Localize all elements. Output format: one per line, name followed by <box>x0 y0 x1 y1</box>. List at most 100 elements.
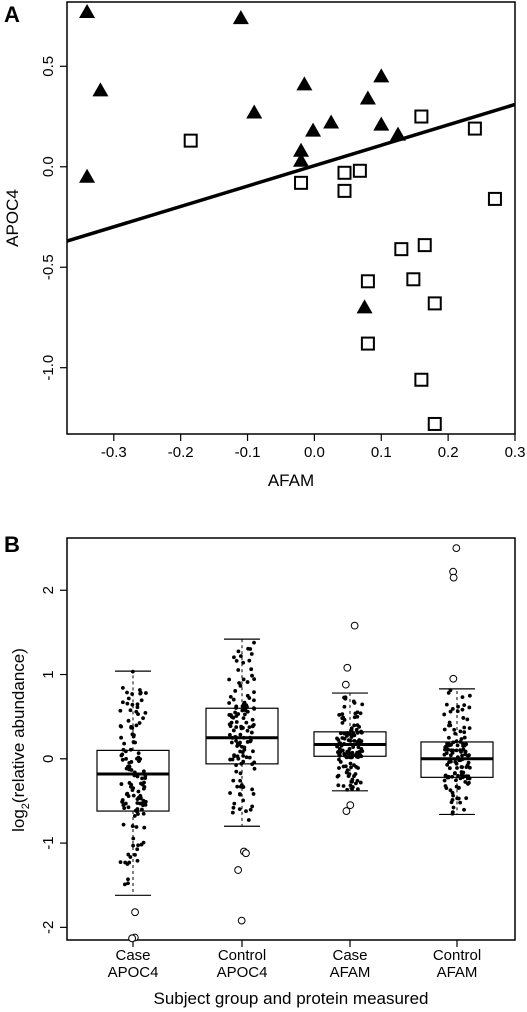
x-tick-label: APOC4 <box>217 964 268 981</box>
jitter-point <box>467 705 472 710</box>
jitter-point <box>119 735 124 740</box>
jitter-point <box>467 753 471 758</box>
jitter-point <box>234 658 239 663</box>
jitter-point <box>238 792 242 797</box>
jitter-point <box>243 712 247 717</box>
jitter-point <box>238 654 243 659</box>
jitter-point <box>234 739 238 743</box>
jitter-point <box>448 723 453 728</box>
jitter-point <box>135 807 140 811</box>
jitter-point <box>228 694 233 699</box>
jitter-point <box>245 680 250 684</box>
jitter-point <box>450 707 455 711</box>
jitter-point <box>456 786 461 790</box>
jitter-point <box>237 807 242 812</box>
jitter-point <box>454 761 459 766</box>
jitter-point <box>241 754 246 758</box>
jitter-point <box>140 776 144 781</box>
jitter-point <box>121 822 126 827</box>
jitter-point <box>449 748 454 753</box>
jitter-point <box>131 836 136 841</box>
triangle-point <box>293 142 310 157</box>
square-point <box>427 296 442 311</box>
x-tick-label: AFAM <box>330 964 371 981</box>
jitter-point <box>227 701 232 705</box>
jitter-point <box>250 673 254 678</box>
panel-b-frame <box>66 537 516 941</box>
outlier-point <box>237 916 246 925</box>
square-point <box>337 183 352 198</box>
jitter-point <box>442 778 447 783</box>
jitter-point <box>456 796 461 801</box>
jitter-point <box>248 738 253 743</box>
jitter-point <box>355 714 360 719</box>
jitter-point <box>249 667 254 672</box>
jitter-point <box>446 735 451 740</box>
jitter-point <box>462 730 467 735</box>
panel-a-label: A <box>4 2 20 27</box>
outlier-point <box>234 866 243 874</box>
jitter-point <box>237 681 242 685</box>
triangle-point <box>305 122 322 137</box>
jitter-point <box>465 717 470 722</box>
outlier-point <box>343 663 352 672</box>
outlier-point <box>341 680 350 689</box>
jitter-point <box>353 711 358 716</box>
jitter-point <box>462 703 467 708</box>
jitter-point <box>351 745 355 749</box>
triangle-point <box>359 90 376 105</box>
jitter-point <box>141 716 145 721</box>
jitter-point <box>124 792 129 797</box>
jitter-point <box>451 793 456 798</box>
square-point <box>337 165 352 180</box>
jitter-point <box>460 695 465 699</box>
jitter-point <box>135 702 140 707</box>
jitter-point <box>336 783 341 788</box>
box-iqr <box>96 749 170 812</box>
jitter-point <box>136 843 140 848</box>
x-tick-label: -0.3 <box>101 444 127 461</box>
box-iqr <box>205 707 279 765</box>
x-tick-label: Case <box>332 947 367 964</box>
jitter-point <box>451 805 456 810</box>
panel-a-x-label: AFAM <box>268 471 314 490</box>
jitter-point <box>136 789 141 794</box>
jitter-point <box>232 801 237 806</box>
jitter-point <box>463 749 468 754</box>
y-tick-label: -0.5 <box>40 254 57 280</box>
x-tick-label: 0.1 <box>371 444 392 461</box>
jitter-point <box>347 746 352 751</box>
panel-a-x-axis: -0.3 -0.2 -0.1 0.0 0.1 0.2 0.3 <box>101 434 525 461</box>
jitter-point <box>130 824 135 828</box>
jitter-point <box>141 769 146 774</box>
square-point <box>294 175 309 190</box>
x-tick-label: 0.2 <box>438 444 459 461</box>
jitter-point <box>132 814 137 818</box>
y-tick-label: 0.0 <box>40 156 57 177</box>
jitter-point <box>126 696 131 701</box>
jitter-point <box>250 724 255 729</box>
jitter-point <box>240 708 245 713</box>
jitter-point <box>131 734 136 739</box>
triangle-point <box>79 168 96 183</box>
jitter-point <box>452 727 457 732</box>
jitter-point <box>342 695 347 700</box>
jitter-point <box>235 784 240 789</box>
jitter-point <box>250 717 255 722</box>
jitter-point <box>337 747 342 752</box>
jitter-point <box>342 717 347 722</box>
jitter-point <box>241 759 246 764</box>
jitter-point <box>458 748 463 753</box>
outlier-point <box>342 807 351 815</box>
jitter-point <box>239 783 244 787</box>
jitter-point <box>128 708 133 713</box>
jitter-point <box>131 793 136 798</box>
jitter-point <box>464 765 469 770</box>
triangle-point <box>296 76 313 91</box>
jitter-point <box>442 752 447 757</box>
jitter-point <box>456 773 460 778</box>
jitter-point <box>241 677 246 682</box>
jitter-point <box>231 805 236 810</box>
jitter-point <box>460 753 464 758</box>
